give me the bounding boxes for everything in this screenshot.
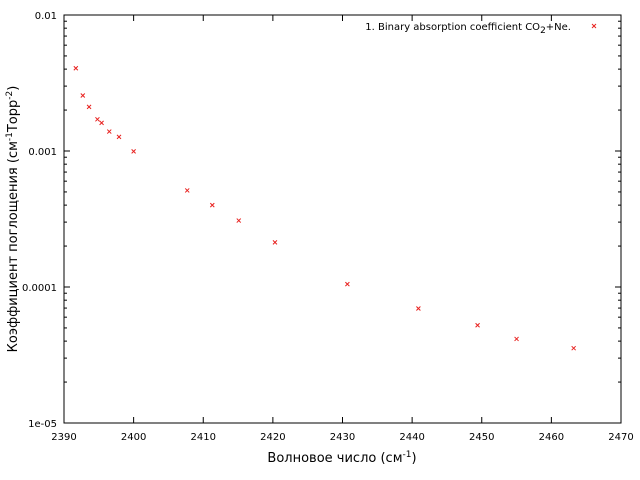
y-axis-title-sup1: -1 bbox=[5, 132, 15, 141]
data-point bbox=[80, 93, 86, 98]
x-tick-label: 2410 bbox=[191, 432, 216, 443]
data-point bbox=[236, 218, 242, 223]
data-points bbox=[73, 65, 577, 351]
x-tick-label: 2430 bbox=[330, 432, 355, 443]
legend-label-end: +Ne. bbox=[546, 22, 571, 33]
data-point bbox=[475, 322, 480, 328]
x-tick-label: 2460 bbox=[539, 432, 564, 443]
data-point bbox=[131, 149, 136, 154]
legend-marker bbox=[591, 23, 597, 29]
x-tick-label: 2450 bbox=[469, 432, 494, 443]
x-tick-label: 2390 bbox=[51, 432, 76, 443]
y-tick-label: 1e-05 bbox=[28, 419, 57, 430]
legend-label-sub: 2 bbox=[540, 26, 546, 36]
data-point bbox=[73, 65, 79, 71]
x-axis-ticks: 2390 2400 2410 2420 2430 2440 2450 2460 2470 bbox=[51, 15, 634, 443]
data-point bbox=[416, 306, 421, 311]
data-point bbox=[514, 336, 519, 342]
y-axis-title-main: Коэффициент поглощения (см bbox=[6, 141, 21, 352]
y-tick-label: 0.01 bbox=[35, 11, 57, 22]
y-axis-title-end: ) bbox=[6, 86, 21, 91]
y-axis-ticks: 1e-05 0.0001 0.001 0.01 bbox=[22, 11, 621, 430]
data-point bbox=[571, 345, 577, 351]
x-tick-label: 2400 bbox=[121, 432, 146, 443]
x-axis-title-sup: -1 bbox=[403, 450, 412, 460]
plot-frame bbox=[63, 14, 622, 424]
data-point bbox=[272, 239, 278, 245]
data-point bbox=[345, 281, 350, 287]
data-point bbox=[209, 202, 215, 208]
x-tick-label: 2420 bbox=[260, 432, 285, 443]
data-point bbox=[116, 134, 122, 140]
data-point bbox=[95, 116, 100, 122]
y-axis-title: Коэффициент поглощения (см-1Торр-2) bbox=[5, 86, 21, 353]
data-point bbox=[99, 120, 104, 126]
y-axis-title-mid: Торр bbox=[6, 100, 21, 133]
x-tick-label: 2440 bbox=[399, 432, 424, 443]
y-tick-label: 0.0001 bbox=[22, 283, 57, 294]
x-axis-title-end: ) bbox=[411, 451, 416, 466]
x-axis-title: Волновое число (см-1) bbox=[267, 450, 416, 466]
data-point bbox=[184, 188, 190, 193]
x-axis-title-main: Волновое число (см bbox=[267, 451, 402, 466]
legend-marker-symbol bbox=[591, 23, 597, 29]
legend-label-main: 1. Binary absorption coefficient CO bbox=[365, 22, 540, 33]
data-point bbox=[86, 104, 92, 110]
legend: 1. Binary absorption coefficient CO2+Ne. bbox=[365, 22, 597, 36]
y-axis-title-sup2: -2 bbox=[5, 91, 15, 100]
y-tick-label: 0.001 bbox=[28, 147, 57, 158]
data-point bbox=[106, 129, 112, 134]
x-tick-label: 2470 bbox=[608, 432, 633, 443]
legend-label: 1. Binary absorption coefficient CO2+Ne. bbox=[365, 22, 571, 36]
